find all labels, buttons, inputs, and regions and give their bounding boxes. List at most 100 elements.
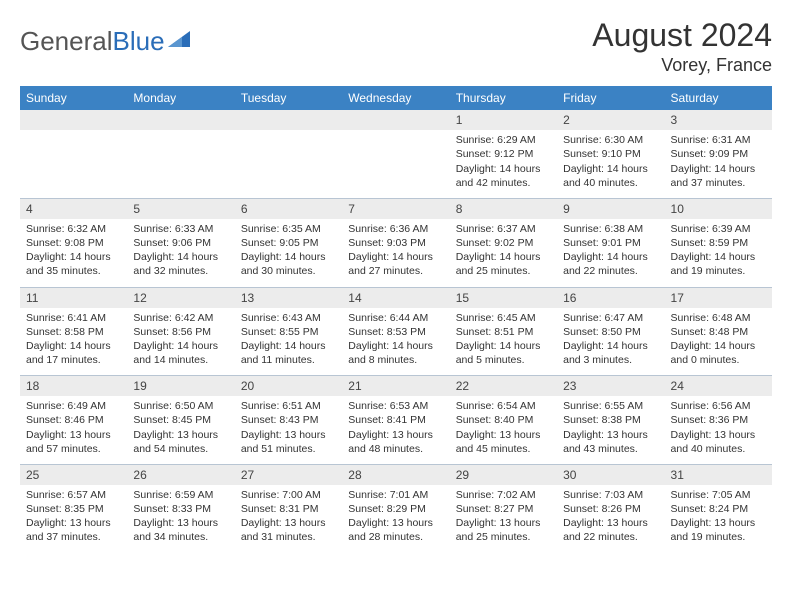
sunset-line: Sunset: 8:46 PM <box>26 413 121 427</box>
day-number-cell: 20 <box>235 376 342 397</box>
day-number-cell: 1 <box>450 110 557 130</box>
day-content-cell <box>235 130 342 198</box>
day-content-cell: Sunrise: 6:37 AMSunset: 9:02 PMDaylight:… <box>450 219 557 287</box>
day-number-cell: 18 <box>20 376 127 397</box>
sunset-line: Sunset: 8:51 PM <box>456 325 551 339</box>
day-number-cell: 28 <box>342 464 449 485</box>
day-content-cell: Sunrise: 6:35 AMSunset: 9:05 PMDaylight:… <box>235 219 342 287</box>
day-number-cell: 5 <box>127 198 234 219</box>
weekday-header-row: SundayMondayTuesdayWednesdayThursdayFrid… <box>20 86 772 110</box>
sunrise-line: Sunrise: 6:50 AM <box>133 399 228 413</box>
daylight-line: Daylight: 14 hours and 35 minutes. <box>26 250 121 278</box>
day-content-cell: Sunrise: 7:02 AMSunset: 8:27 PMDaylight:… <box>450 485 557 553</box>
weekday-header: Wednesday <box>342 86 449 110</box>
daylight-line: Daylight: 14 hours and 27 minutes. <box>348 250 443 278</box>
sunset-line: Sunset: 8:24 PM <box>671 502 766 516</box>
daylight-line: Daylight: 13 hours and 54 minutes. <box>133 428 228 456</box>
sunrise-line: Sunrise: 6:37 AM <box>456 222 551 236</box>
day-content-cell: Sunrise: 6:59 AMSunset: 8:33 PMDaylight:… <box>127 485 234 553</box>
day-content-row: Sunrise: 6:29 AMSunset: 9:12 PMDaylight:… <box>20 130 772 198</box>
day-content-row: Sunrise: 6:49 AMSunset: 8:46 PMDaylight:… <box>20 396 772 464</box>
day-content-cell: Sunrise: 6:31 AMSunset: 9:09 PMDaylight:… <box>665 130 772 198</box>
calendar-table: SundayMondayTuesdayWednesdayThursdayFrid… <box>20 86 772 552</box>
day-content-cell: Sunrise: 6:50 AMSunset: 8:45 PMDaylight:… <box>127 396 234 464</box>
weekday-header: Monday <box>127 86 234 110</box>
sunset-line: Sunset: 8:59 PM <box>671 236 766 250</box>
logo-triangle-icon <box>168 23 190 54</box>
daylight-line: Daylight: 14 hours and 22 minutes. <box>563 250 658 278</box>
daylight-line: Daylight: 14 hours and 25 minutes. <box>456 250 551 278</box>
sunrise-line: Sunrise: 6:41 AM <box>26 311 121 325</box>
weekday-header: Sunday <box>20 86 127 110</box>
location-label: Vorey, France <box>592 55 772 76</box>
day-number-cell: 11 <box>20 287 127 308</box>
day-content-cell: Sunrise: 7:03 AMSunset: 8:26 PMDaylight:… <box>557 485 664 553</box>
daylight-line: Daylight: 13 hours and 48 minutes. <box>348 428 443 456</box>
weekday-header: Friday <box>557 86 664 110</box>
day-number-cell: 23 <box>557 376 664 397</box>
page-header: GeneralBlue August 2024 Vorey, France <box>20 18 772 76</box>
sunrise-line: Sunrise: 6:53 AM <box>348 399 443 413</box>
day-content-cell: Sunrise: 7:01 AMSunset: 8:29 PMDaylight:… <box>342 485 449 553</box>
logo-text-general: General <box>20 26 113 57</box>
day-number-cell: 30 <box>557 464 664 485</box>
sunrise-line: Sunrise: 6:33 AM <box>133 222 228 236</box>
daylight-line: Daylight: 14 hours and 3 minutes. <box>563 339 658 367</box>
sunrise-line: Sunrise: 6:57 AM <box>26 488 121 502</box>
day-content-cell: Sunrise: 6:32 AMSunset: 9:08 PMDaylight:… <box>20 219 127 287</box>
sunrise-line: Sunrise: 6:47 AM <box>563 311 658 325</box>
day-number-cell: 9 <box>557 198 664 219</box>
sunrise-line: Sunrise: 6:39 AM <box>671 222 766 236</box>
day-content-cell <box>20 130 127 198</box>
sunset-line: Sunset: 8:27 PM <box>456 502 551 516</box>
daylight-line: Daylight: 13 hours and 45 minutes. <box>456 428 551 456</box>
sunset-line: Sunset: 9:10 PM <box>563 147 658 161</box>
daylight-line: Daylight: 14 hours and 8 minutes. <box>348 339 443 367</box>
calendar-head: SundayMondayTuesdayWednesdayThursdayFrid… <box>20 86 772 110</box>
day-number-cell: 10 <box>665 198 772 219</box>
sunset-line: Sunset: 8:58 PM <box>26 325 121 339</box>
logo: GeneralBlue <box>20 18 190 57</box>
daylight-line: Daylight: 13 hours and 40 minutes. <box>671 428 766 456</box>
sunrise-line: Sunrise: 6:29 AM <box>456 133 551 147</box>
logo-text-blue: Blue <box>113 26 165 57</box>
day-content-cell: Sunrise: 6:39 AMSunset: 8:59 PMDaylight:… <box>665 219 772 287</box>
day-content-cell: Sunrise: 6:56 AMSunset: 8:36 PMDaylight:… <box>665 396 772 464</box>
day-content-cell <box>127 130 234 198</box>
day-content-row: Sunrise: 6:32 AMSunset: 9:08 PMDaylight:… <box>20 219 772 287</box>
daylight-line: Daylight: 14 hours and 0 minutes. <box>671 339 766 367</box>
day-number-cell: 19 <box>127 376 234 397</box>
sunrise-line: Sunrise: 7:00 AM <box>241 488 336 502</box>
day-number-cell <box>342 110 449 130</box>
day-content-cell: Sunrise: 6:49 AMSunset: 8:46 PMDaylight:… <box>20 396 127 464</box>
day-content-cell: Sunrise: 7:05 AMSunset: 8:24 PMDaylight:… <box>665 485 772 553</box>
daylight-line: Daylight: 13 hours and 57 minutes. <box>26 428 121 456</box>
daylight-line: Daylight: 14 hours and 11 minutes. <box>241 339 336 367</box>
sunrise-line: Sunrise: 6:51 AM <box>241 399 336 413</box>
sunrise-line: Sunrise: 7:02 AM <box>456 488 551 502</box>
daylight-line: Daylight: 14 hours and 19 minutes. <box>671 250 766 278</box>
day-content-cell: Sunrise: 6:48 AMSunset: 8:48 PMDaylight:… <box>665 308 772 376</box>
day-number-row: 45678910 <box>20 198 772 219</box>
sunset-line: Sunset: 9:01 PM <box>563 236 658 250</box>
sunrise-line: Sunrise: 7:03 AM <box>563 488 658 502</box>
daylight-line: Daylight: 14 hours and 40 minutes. <box>563 162 658 190</box>
day-number-row: 18192021222324 <box>20 376 772 397</box>
day-number-cell: 16 <box>557 287 664 308</box>
day-content-cell: Sunrise: 6:54 AMSunset: 8:40 PMDaylight:… <box>450 396 557 464</box>
day-number-cell: 26 <box>127 464 234 485</box>
month-title: August 2024 <box>592 18 772 53</box>
sunrise-line: Sunrise: 6:45 AM <box>456 311 551 325</box>
day-number-cell: 4 <box>20 198 127 219</box>
sunset-line: Sunset: 8:31 PM <box>241 502 336 516</box>
sunrise-line: Sunrise: 7:05 AM <box>671 488 766 502</box>
sunset-line: Sunset: 9:06 PM <box>133 236 228 250</box>
sunset-line: Sunset: 8:35 PM <box>26 502 121 516</box>
sunrise-line: Sunrise: 6:49 AM <box>26 399 121 413</box>
day-number-row: 25262728293031 <box>20 464 772 485</box>
day-content-cell: Sunrise: 6:55 AMSunset: 8:38 PMDaylight:… <box>557 396 664 464</box>
day-number-cell: 7 <box>342 198 449 219</box>
sunset-line: Sunset: 9:09 PM <box>671 147 766 161</box>
day-number-cell: 22 <box>450 376 557 397</box>
sunrise-line: Sunrise: 6:55 AM <box>563 399 658 413</box>
